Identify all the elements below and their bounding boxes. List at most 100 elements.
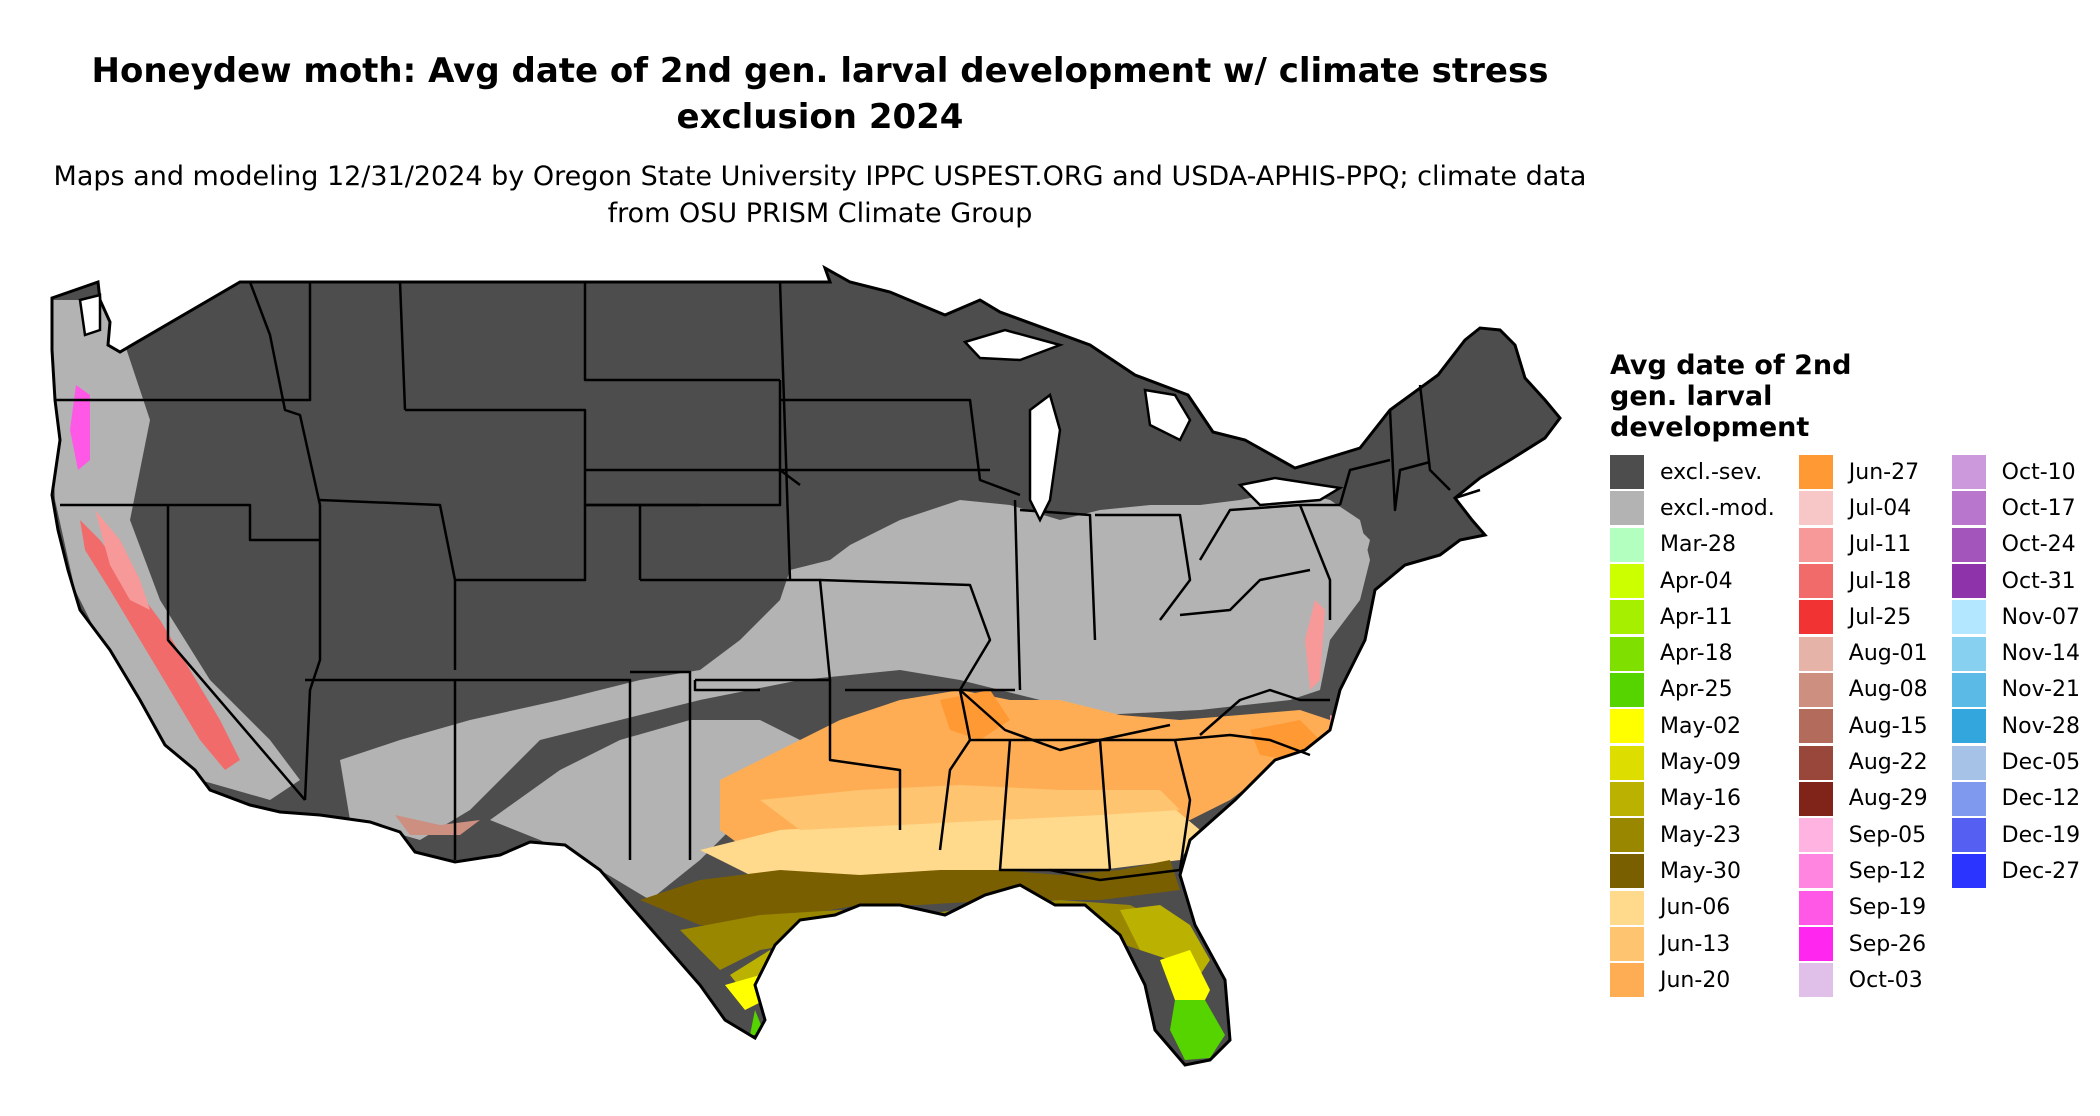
legend-swatch [1951,455,1986,490]
legend-label: May-02 [1660,713,1742,739]
legend-swatch [1798,818,1833,853]
legend-label: Jun-13 [1660,931,1731,957]
legend-swatch [1798,527,1833,562]
legend-swatch [1610,781,1644,816]
legend-item: Oct-31 [1951,563,2081,599]
legend-label: Oct-31 [2001,568,2076,594]
legend-item: Dec-12 [1951,781,2081,817]
legend-label: Apr-04 [1660,568,1733,594]
legend-label: Jun-27 [1848,459,1920,485]
legend-swatch [1610,672,1644,707]
legend-label: May-16 [1660,786,1742,812]
legend-item: Jul-25 [1798,599,1928,635]
legend-label: Aug-29 [1848,786,1928,812]
sep-region-oregon-coast [70,385,90,470]
legend-label: Oct-17 [2001,495,2076,521]
legend-item: Mar-28 [1610,527,1775,563]
legend-label: Oct-03 [1848,967,1923,993]
moderate-exclusion-region [340,490,1370,840]
legend-item: Nov-28 [1951,708,2081,744]
legend-column: Oct-10 Oct-17 Oct-24 Oct-31 Nov-07 Nov-14 Nov-… [1951,454,2081,998]
legend-label: Dec-19 [2001,822,2081,848]
legend-swatch [1798,745,1833,780]
legend-label: excl.-sev. [1660,459,1763,485]
moderate-exclusion-region-northeast [1220,510,1370,610]
legend-label: Sep-12 [1848,858,1927,884]
legend-item: Oct-10 [1951,454,2081,490]
legend-swatch [1798,927,1833,961]
legend-label: Dec-12 [2001,786,2081,812]
legend-item: Sep-05 [1798,817,1928,853]
legend-label: Nov-21 [2001,677,2080,703]
legend-label: Aug-22 [1848,750,1928,776]
legend-label: Jun-06 [1660,895,1731,921]
great-lakes [78,293,1344,523]
legend-label: May-23 [1660,822,1742,848]
moderate-exclusion-region-west [52,300,300,800]
jul-light-region-california [95,510,150,610]
legend-swatch [1951,527,1986,562]
legend-label: Apr-11 [1660,604,1733,630]
legend-swatch [1951,709,1986,744]
legend-swatch [1951,564,1986,599]
legend-swatch [1951,781,1986,816]
legend-item: Oct-17 [1951,490,2081,526]
legend-item: Jun-06 [1610,890,1775,926]
legend-swatch [1610,818,1644,853]
legend-swatch [1610,927,1644,961]
legend-title: Avg date of 2nd gen. larval development [1610,350,1852,443]
legend-label: Nov-14 [2001,641,2080,667]
legend-item: Apr-04 [1610,563,1775,599]
legend-swatch [1951,600,1986,635]
legend-label: Jul-25 [1848,604,1912,630]
jun-27-region [940,690,1320,760]
legend-column: excl.-sev. excl.-mod. Mar-28 Apr-04 Apr-11 Ap… [1610,454,1775,998]
legend-swatch [1798,709,1833,744]
legend-item: Nov-07 [1951,599,2081,635]
legend-swatch [1798,672,1833,707]
legend: excl.-sev. excl.-mod. Mar-28 Apr-04 Apr-11 Ap… [1610,454,2080,998]
legend-column: Jun-27 Jul-04 Jul-11 Jul-18 Jul-25 Aug-01 Aug-… [1798,454,1928,998]
legend-label: Aug-08 [1848,677,1928,703]
legend-item: Aug-08 [1798,672,1928,708]
legend-swatch [1798,455,1833,490]
legend-swatch [1951,636,1986,671]
may-16-region [730,905,1210,1000]
legend-swatch [1610,636,1644,671]
legend-swatch [1610,854,1644,889]
legend-item: Oct-24 [1951,527,2081,563]
legend-swatch [1798,491,1833,526]
legend-item: Jul-04 [1798,490,1928,526]
legend-swatch [1798,854,1833,889]
legend-item: Apr-18 [1610,635,1775,671]
legend-item: May-23 [1610,817,1775,853]
legend-swatch [1951,672,1986,707]
legend-item: Apr-25 [1610,672,1775,708]
map-title: Honeydew moth: Avg date of 2nd gen. larv… [91,51,1549,137]
legend-swatch [1610,709,1644,744]
legend-item: Jul-11 [1798,527,1928,563]
legend-swatch [1610,963,1644,998]
legend-item: Jun-13 [1610,926,1775,962]
legend-swatch [1610,527,1644,562]
legend-label: excl.-mod. [1660,495,1775,521]
jul-region-east-coast [1305,600,1345,740]
legend-label: Sep-26 [1848,931,1927,957]
legend-item: Nov-14 [1951,635,2081,671]
legend-label: May-30 [1660,858,1742,884]
legend-label: Oct-10 [2001,459,2076,485]
legend-item: Apr-11 [1610,599,1775,635]
apr-25-region [750,1000,1225,1060]
legend-swatch [1798,636,1833,671]
legend-swatch [1610,600,1644,635]
legend-swatch [1798,781,1833,816]
legend-label: Sep-05 [1848,822,1927,848]
legend-label: Jul-18 [1848,568,1912,594]
jun-13-region [760,785,1180,830]
legend-item: Sep-12 [1798,853,1928,889]
legend-swatch [1610,745,1644,780]
legend-item: Nov-21 [1951,672,2081,708]
legend-item: Sep-26 [1798,926,1928,962]
legend-label: Aug-01 [1848,641,1928,667]
